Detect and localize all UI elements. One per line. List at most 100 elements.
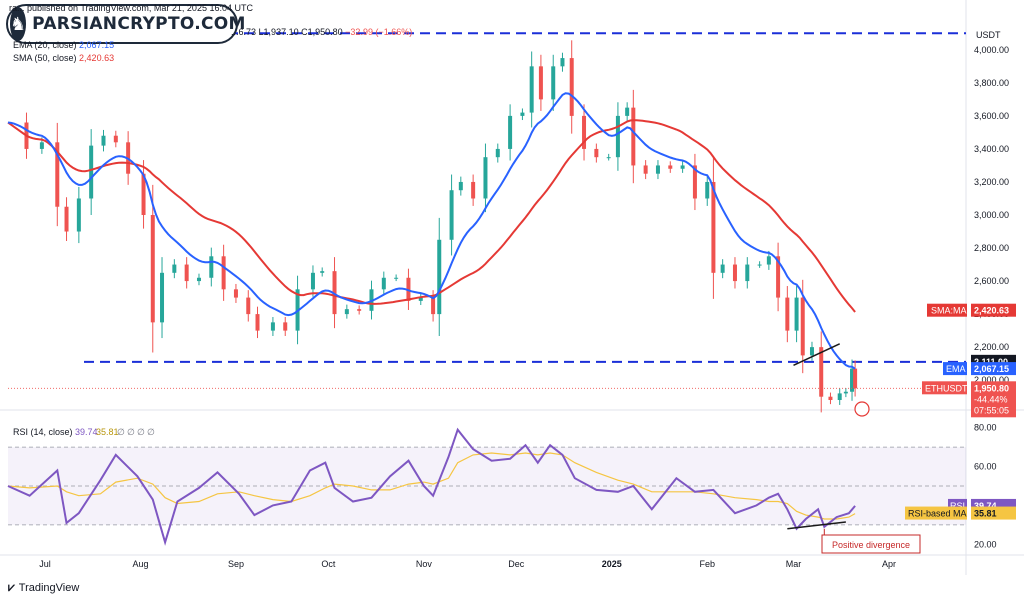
candle-body <box>732 264 737 282</box>
ema-20-line <box>7 92 856 370</box>
candle-body <box>437 239 442 315</box>
ohlc-close: C1,950.80 <box>301 27 343 37</box>
time-tick-label: Aug <box>132 559 148 569</box>
candle-body <box>615 115 620 158</box>
divergence-annotation: Positive divergence <box>832 540 910 550</box>
candle-body <box>520 112 525 116</box>
divergence-price-line <box>793 343 841 366</box>
time-tick-label: Dec <box>508 559 525 569</box>
symbol-tag-bg <box>922 381 967 395</box>
candle-body <box>705 181 710 199</box>
sma-tag-bg <box>927 303 967 317</box>
price-tick-label: 3,800.00 <box>974 78 1009 88</box>
candle-body <box>196 277 201 282</box>
rsi-ma-line <box>7 452 856 520</box>
lightning-icon <box>854 401 870 417</box>
rsi-line <box>7 427 856 546</box>
price-axis-tag-bg <box>971 381 1016 418</box>
candle-body <box>483 157 488 199</box>
rsi-tick-label: 20.00 <box>974 539 997 549</box>
ema-legend[interactable]: EMA (20, close) 2,067.15 <box>13 40 114 50</box>
candle-body <box>800 297 805 356</box>
candle-body <box>495 148 500 158</box>
candle-body <box>850 368 855 392</box>
sma-legend-label: SMA (50, close) <box>13 53 77 63</box>
sma-legend-value: 2,420.63 <box>79 53 115 63</box>
candle-body <box>320 271 325 273</box>
tradingview-icon: ⩗ <box>8 580 15 594</box>
candle-body <box>582 115 587 149</box>
rsi-header-empty: ∅ <box>117 427 125 437</box>
candle-body <box>150 215 155 323</box>
candle-body <box>113 135 118 143</box>
sma-axis-value: 2,420.63 <box>974 306 1009 316</box>
time-tick-label: Mar <box>786 559 802 569</box>
candle-body <box>89 145 94 199</box>
tradingview-logo[interactable]: ⩗ TradingView <box>8 580 79 595</box>
time-tick-label: Nov <box>416 559 433 569</box>
candle-body <box>692 165 697 199</box>
price-axis-value: 1,950.80 <box>974 383 1009 393</box>
candle-body <box>172 264 177 273</box>
logo-text: PARSIANCRYPTO.COM <box>32 14 246 34</box>
price-axis-pct: -44.44% <box>974 394 1008 404</box>
sma-axis-value-bg <box>971 303 1016 317</box>
candle-body <box>794 297 799 331</box>
logo-icon: ♞ <box>10 7 27 41</box>
time-tick-label: Apr <box>882 559 896 569</box>
price-tick-label: 3,600.00 <box>974 111 1009 121</box>
time-tick-label: Jul <box>39 559 51 569</box>
candle-body <box>233 289 238 298</box>
candle-body <box>843 391 848 394</box>
candle-body <box>394 277 399 279</box>
candle-body <box>255 314 260 331</box>
time-tick-label: Oct <box>321 559 336 569</box>
candle-body <box>655 165 660 174</box>
rsi-axis-value: 39.74 <box>974 501 997 511</box>
candle-body <box>209 256 214 278</box>
candle-body <box>64 206 69 232</box>
candle-body <box>418 297 423 301</box>
candle-body <box>449 190 454 240</box>
rsi-title: RSI (14, close) <box>13 427 73 437</box>
rsi-ma-tag-bg <box>905 506 967 520</box>
price-tick-label: 2,200.00 <box>974 342 1009 352</box>
candle-body <box>76 198 81 232</box>
sma-50-line <box>7 119 856 313</box>
candle-body <box>246 297 251 315</box>
price-tick-label: 2,600.00 <box>974 276 1009 286</box>
candle-body <box>606 157 611 159</box>
candle-body <box>538 66 543 100</box>
rsi-ma-axis-value-bg <box>971 506 1016 520</box>
candle-body <box>471 181 476 199</box>
candle-body <box>357 309 362 311</box>
ema-tag-bg <box>943 362 967 376</box>
candle-body <box>270 322 275 331</box>
ohlc-change: −32.99 (−1.66%) <box>345 27 413 37</box>
candle-body <box>551 66 556 100</box>
time-tick-label: Sep <box>228 559 244 569</box>
candle-body <box>785 297 790 331</box>
sma-legend[interactable]: SMA (50, close) 2,420.63 <box>13 53 114 63</box>
rsi-ma-tag: RSI-based MA <box>908 509 967 519</box>
ema-legend-label: EMA (20, close) <box>13 40 77 50</box>
candle-body <box>39 142 44 149</box>
candle-body <box>529 66 534 113</box>
candle-body <box>55 142 60 207</box>
price-tick-label: 3,000.00 <box>974 210 1009 220</box>
price-tick-label: 3,200.00 <box>974 177 1009 187</box>
rsi-tick-label: 80.00 <box>974 423 997 433</box>
divergence-rsi-line <box>787 521 846 530</box>
candle-body <box>720 264 725 273</box>
candle-body <box>776 256 781 298</box>
candle-body <box>711 181 716 273</box>
ohlc-low: L1,937.10 <box>258 27 299 37</box>
candle-body <box>631 107 636 166</box>
candle-body <box>283 322 288 331</box>
candle-body <box>560 58 565 67</box>
candle-body <box>766 256 771 265</box>
candle-body <box>458 181 463 191</box>
rsi-header-value: 39.74 <box>75 427 98 437</box>
candle-body <box>508 115 513 149</box>
